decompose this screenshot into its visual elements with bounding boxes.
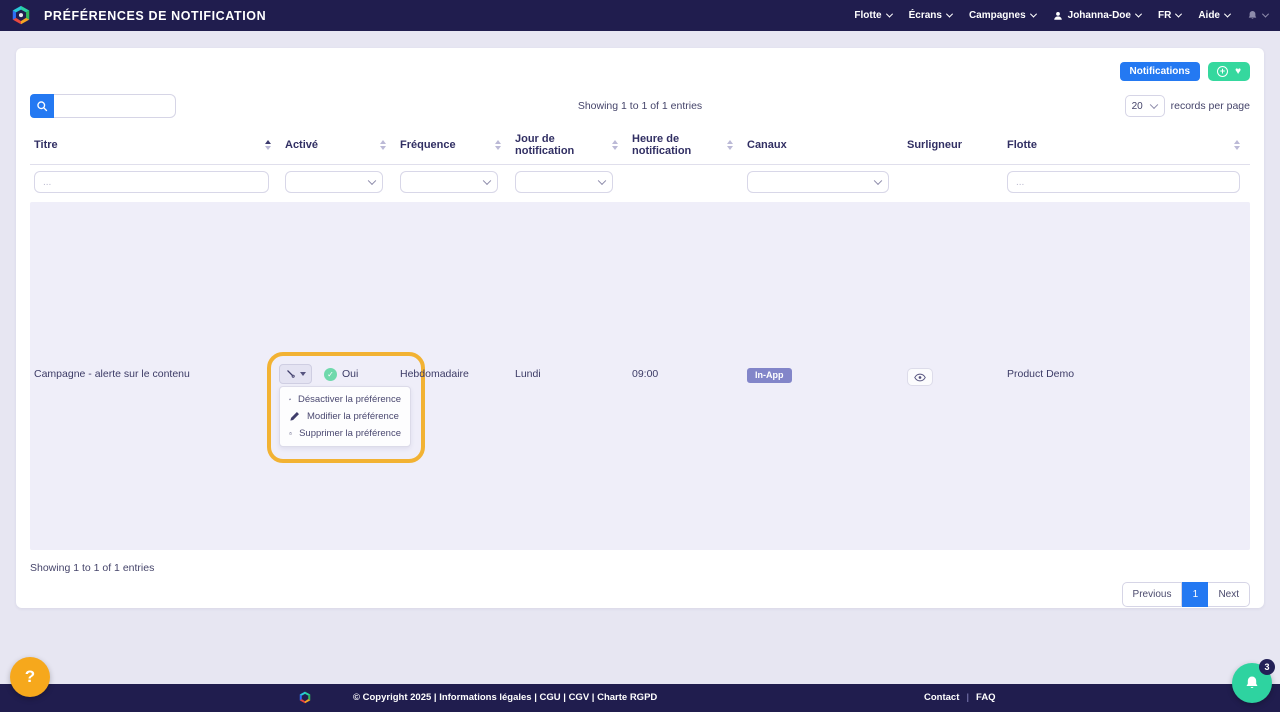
search-input[interactable] [54,94,176,118]
current-page-button[interactable]: 1 [1182,582,1209,607]
sort-icon [612,140,618,150]
previous-page-button[interactable]: Previous [1121,582,1183,607]
top-navbar: PRÉFÉRENCES DE NOTIFICATION Flotte Écran… [0,0,1280,31]
next-page-button[interactable]: Next [1208,582,1250,607]
page-size-select[interactable]: 20 [1124,95,1165,117]
notifications-button[interactable]: Notifications [1119,62,1201,81]
chevron-down-icon [885,10,893,18]
chevron-down-icon [945,10,953,18]
heart-icon: ♥ [1235,65,1241,77]
footer: © Copyright 2025 | Informations légales … [0,684,1280,712]
column-header-heure[interactable]: Heure de notification [628,133,743,157]
column-header-surligneur[interactable]: Surligneur [907,139,963,151]
cell-flotte: Product Demo [1007,368,1075,380]
footer-separator: | [966,692,970,703]
bell-icon [1246,676,1258,689]
pencil-icon [290,412,299,421]
contact-link[interactable]: Contact [924,692,960,703]
filter-active-select[interactable] [285,171,383,193]
showing-entries-top: Showing 1 to 1 of 1 entries [577,100,703,112]
tutorial-highlight: ✓ Oui Désactiver la préférence [267,352,425,463]
nav-item-language[interactable]: FR [1158,10,1183,21]
chevron-down-icon [1134,10,1143,18]
menu-item-disable[interactable]: Désactiver la préférence [280,391,410,408]
caret-down-icon [299,372,306,376]
sort-icon [727,140,733,150]
records-per-page-label: records per page [1170,100,1250,112]
cell-frequence: Hebdomadaire [400,368,469,380]
bell-icon [1248,11,1257,19]
nav-item-aide[interactable]: Aide [1198,10,1232,21]
filter-jour-select[interactable] [515,171,613,193]
sort-icon [1234,140,1240,150]
table-header: Titre Activé Fréquence Jour de notificat… [30,133,1250,165]
nav-item-ecrans[interactable]: Écrans [909,10,953,21]
sort-icon [380,140,386,150]
faq-link[interactable]: FAQ [976,692,996,703]
sort-icon [265,140,271,150]
cell-jour: Lundi [515,368,541,380]
help-fab-button[interactable]: ? [10,657,50,697]
table-row: Campagne - alerte sur le contenu [30,352,1250,463]
cell-titre: Campagne - alerte sur le contenu [34,368,190,380]
nav-item-campagnes[interactable]: Campagnes [969,10,1037,21]
cell-heure: 09:00 [632,368,659,380]
column-header-canaux[interactable]: Canaux [747,139,787,151]
pagination: Previous 1 Next [30,582,1250,607]
active-status: ✓ Oui [324,367,358,381]
filter-frequence-select[interactable] [400,171,498,193]
check-icon: ✓ [324,367,337,381]
channel-badge: In-App [747,368,792,383]
chevron-down-icon [1175,10,1183,18]
table-body: Campagne - alerte sur le contenu [30,202,1250,550]
column-header-jour[interactable]: Jour de notification [511,133,628,157]
column-header-frequence[interactable]: Fréquence [396,133,511,157]
copyright-text: © Copyright 2025 | Informations légales … [353,692,658,703]
nav-item-flotte[interactable]: Flotte [854,10,893,21]
column-header-active[interactable]: Activé [281,133,396,157]
nav-notifications-menu[interactable] [1247,10,1270,21]
footer-logo-icon [299,691,311,704]
notifications-fab-button[interactable]: 3 [1232,659,1275,703]
tools-icon [286,370,295,378]
favorite-button[interactable]: + ♥ [1208,62,1250,81]
highlighter-eye-button[interactable] [907,368,933,386]
cell-active: ✓ Oui Désactiver la préférence [267,352,425,463]
showing-entries-bottom: Showing 1 to 1 of 1 entries [30,562,155,574]
filter-titre-input[interactable] [34,171,269,193]
eye-icon [914,373,926,381]
column-header-flotte[interactable]: Flotte [1003,133,1250,157]
search-button[interactable] [30,94,54,118]
nav-item-user-menu[interactable]: Johanna-Doe [1053,10,1143,21]
trash-icon [289,432,292,435]
row-actions-menu: Désactiver la préférence Modifier la pré… [279,386,411,447]
app-logo-icon [12,5,30,24]
main-panel: Notifications + ♥ Showing 1 to 1 of 1 en… [16,48,1264,608]
filter-canaux-select[interactable] [747,171,889,193]
menu-item-delete[interactable]: Supprimer la préférence [280,425,410,442]
chevron-down-icon [1029,10,1037,18]
sort-icon [495,140,501,150]
user-icon [1053,11,1062,20]
menu-item-edit[interactable]: Modifier la préférence [280,408,410,425]
page-title: PRÉFÉRENCES DE NOTIFICATION [44,8,267,23]
filter-flotte-input[interactable] [1007,171,1240,193]
row-actions-button[interactable] [279,364,312,384]
column-header-titre[interactable]: Titre [30,133,281,157]
cell-canaux: In-App [743,352,903,463]
search-icon [37,101,48,112]
search-group [30,94,176,118]
table-filter-row [30,171,1250,202]
bell-slash-icon [289,398,291,401]
chevron-down-icon [1261,10,1270,18]
chevron-down-icon [1223,10,1232,18]
cell-surligneur [903,352,1003,463]
notification-count-badge: 3 [1259,659,1275,675]
plus-circle-icon: + [1217,66,1229,77]
